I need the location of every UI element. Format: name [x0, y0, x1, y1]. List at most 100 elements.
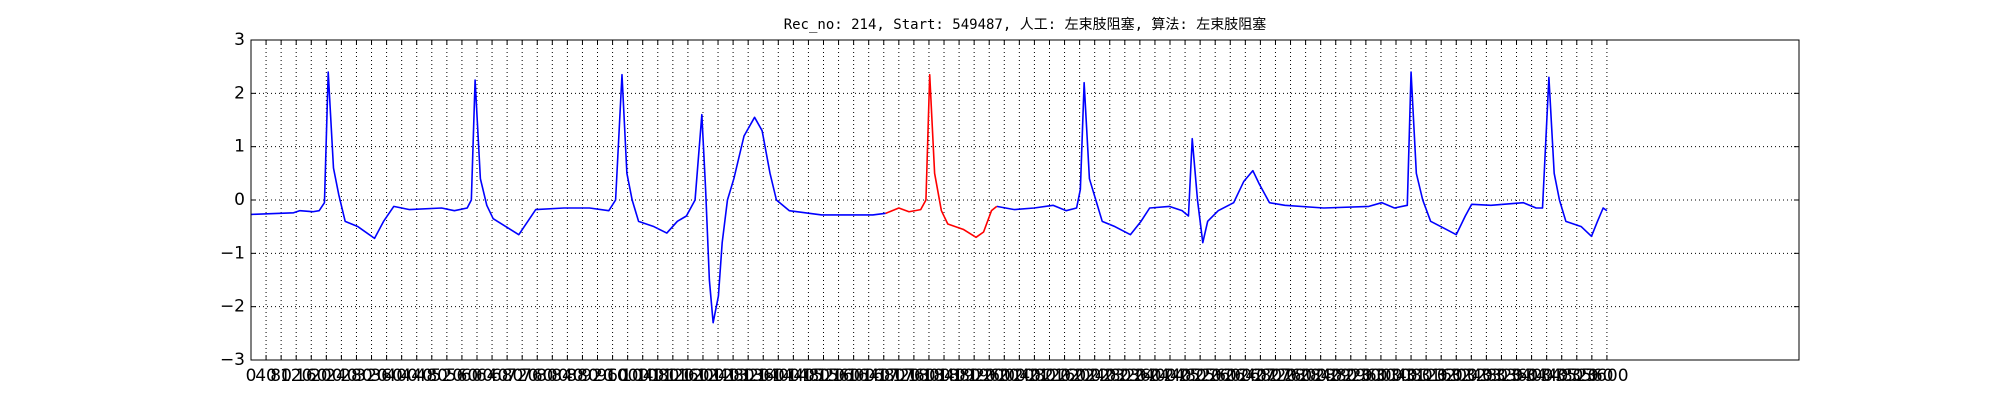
- ecg-line: [885, 73, 998, 239]
- x-tick-label: 1040: [621, 366, 664, 386]
- x-tick-label: 1320: [727, 366, 770, 386]
- x-tick-label: 3360: [1495, 366, 1538, 386]
- x-tick-label: 3440: [1525, 366, 1568, 386]
- x-tick-label: 2120: [1028, 366, 1071, 386]
- x-tick-label: 3520: [1555, 366, 1598, 386]
- ecg-line: [250, 71, 1608, 324]
- x-tick-label: 80: [270, 366, 292, 386]
- x-tick-label: 1680: [862, 366, 905, 386]
- x-tick-label: 2320: [1103, 366, 1146, 386]
- x-tick-label: 40: [255, 366, 277, 386]
- x-tick-label: 2800: [1284, 366, 1327, 386]
- x-tick-label: 2360: [1118, 366, 1161, 386]
- y-tick-label: 1: [234, 137, 245, 157]
- x-tick-label: 600: [461, 366, 493, 386]
- x-tick-label: 3000: [1359, 366, 1402, 386]
- x-tick-label: 3480: [1540, 366, 1583, 386]
- x-tick-label: 240: [325, 366, 357, 386]
- x-tick-label: 3080: [1389, 366, 1432, 386]
- y-tick-label: 3: [234, 30, 245, 50]
- x-tick-label: 2880: [1314, 366, 1357, 386]
- x-tick-label: 1000: [606, 366, 649, 386]
- y-tick-label: 2: [234, 83, 245, 103]
- y-tick-label: 0: [234, 190, 245, 210]
- x-tick-label: 1480: [787, 366, 830, 386]
- x-tick-label: 2840: [1299, 366, 1342, 386]
- x-tick-label: 280: [340, 366, 372, 386]
- x-tick-label: 3560: [1570, 366, 1613, 386]
- x-tick-label: 0: [246, 366, 257, 386]
- x-tick-label: 2000: [983, 366, 1026, 386]
- x-tick-label: 1400: [757, 366, 800, 386]
- x-tick-label: 1240: [696, 366, 739, 386]
- x-tick-label: 1440: [772, 366, 815, 386]
- x-tick-label: 3160: [1420, 366, 1463, 386]
- x-tick-label: 2280: [1088, 366, 1131, 386]
- x-tick-label: 960: [596, 366, 628, 386]
- x-tick-label: 400: [385, 366, 417, 386]
- x-tick-label: 320: [355, 366, 387, 386]
- x-tick-label: 3400: [1510, 366, 1553, 386]
- x-tick-label: 520: [431, 366, 463, 386]
- plot-frame: [250, 39, 1800, 361]
- chart-title: Rec_no: 214, Start: 549487, 人工: 左束肢阻塞, 算…: [784, 16, 1267, 33]
- x-tick-label: 1520: [802, 366, 845, 386]
- x-tick-label: 880: [566, 366, 598, 386]
- x-tick-label: 2560: [1194, 366, 1237, 386]
- x-tick-label: 1760: [892, 366, 935, 386]
- x-tick-label: 2920: [1329, 366, 1372, 386]
- x-tick-label: 3600: [1585, 366, 1628, 386]
- x-tick-label: 360: [370, 366, 402, 386]
- x-tick-label: 2240: [1073, 366, 1116, 386]
- x-tick-label: 120: [280, 366, 312, 386]
- x-tick-label: 1160: [666, 366, 709, 386]
- x-tick-label: 2760: [1269, 366, 1312, 386]
- x-tick-label: 200: [310, 366, 342, 386]
- x-tick-label: 1720: [877, 366, 920, 386]
- x-tick-label: 1200: [681, 366, 724, 386]
- x-tick-label: 3280: [1465, 366, 1508, 386]
- y-tick-label: −3: [220, 350, 245, 370]
- x-tick-label: 2200: [1058, 366, 1101, 386]
- x-tick-label: 3320: [1480, 366, 1523, 386]
- x-tick-label: 2720: [1254, 366, 1297, 386]
- x-tick-label: 1360: [742, 366, 785, 386]
- x-tick-label: 160: [295, 366, 327, 386]
- x-tick-label: 720: [506, 366, 538, 386]
- x-tick-label: 1560: [817, 366, 860, 386]
- x-tick-label: 2520: [1179, 366, 1222, 386]
- x-tick-label: 3240: [1450, 366, 1493, 386]
- x-tick-label: 1880: [937, 366, 980, 386]
- x-tick-label: 840: [551, 366, 583, 386]
- x-tick-label: 2680: [1239, 366, 1282, 386]
- x-tick-label: 680: [491, 366, 523, 386]
- x-tick-label: 2080: [1013, 366, 1056, 386]
- x-tick-label: 2440: [1148, 366, 1191, 386]
- x-tick-label: 1840: [922, 366, 965, 386]
- x-tick-label: 3040: [1374, 366, 1417, 386]
- x-tick-label: 920: [581, 366, 613, 386]
- x-tick-label: 2400: [1133, 366, 1176, 386]
- x-tick-label: 560: [446, 366, 478, 386]
- x-tick-label: 2480: [1163, 366, 1206, 386]
- x-tick-label: 1960: [968, 366, 1011, 386]
- x-tick-label: 3200: [1435, 366, 1478, 386]
- x-tick-label: 1280: [711, 366, 754, 386]
- x-tick-label: 760: [521, 366, 553, 386]
- x-tick-label: 1800: [907, 366, 950, 386]
- x-tick-label: 2040: [998, 366, 1041, 386]
- x-tick-label: 1080: [636, 366, 679, 386]
- x-tick-label: 2600: [1209, 366, 1252, 386]
- x-tick-label: 2160: [1043, 366, 1086, 386]
- x-tick-label: 440: [400, 366, 432, 386]
- x-tick-label: 1640: [847, 366, 890, 386]
- y-tick-label: −1: [220, 243, 245, 263]
- x-tick-label: 3120: [1404, 366, 1447, 386]
- x-tick-label: 1600: [832, 366, 875, 386]
- x-tick-label: 1120: [651, 366, 694, 386]
- x-tick-label: 2640: [1224, 366, 1267, 386]
- x-tick-label: 640: [476, 366, 508, 386]
- x-tick-label: 2960: [1344, 366, 1387, 386]
